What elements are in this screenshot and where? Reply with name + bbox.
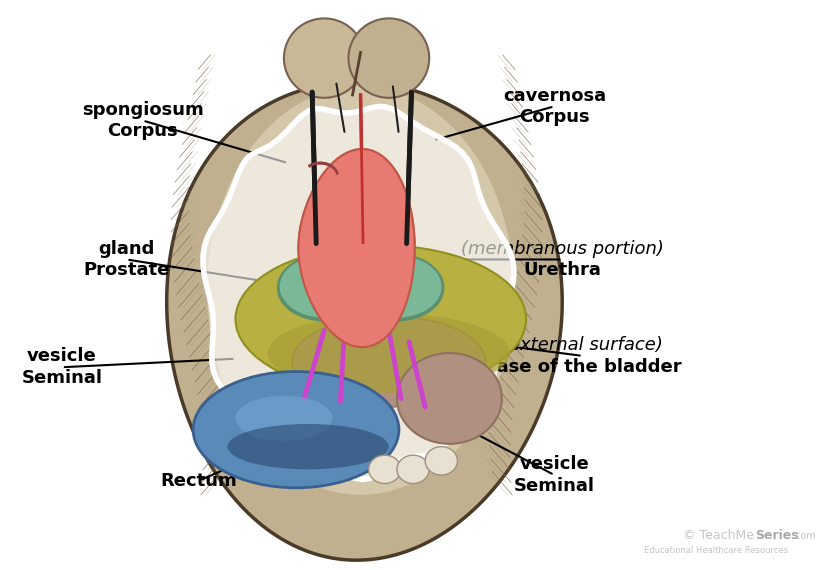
Text: vesicle: vesicle [27,348,97,365]
Text: gland: gland [99,240,154,258]
Ellipse shape [397,353,502,444]
Polygon shape [299,149,415,347]
Ellipse shape [193,372,399,488]
Ellipse shape [351,255,443,319]
Ellipse shape [397,455,429,483]
Ellipse shape [278,255,370,319]
Ellipse shape [236,396,333,441]
Text: Series: Series [755,529,799,542]
Ellipse shape [338,238,383,270]
Text: cavernosa: cavernosa [502,87,606,104]
Text: Corpus: Corpus [108,123,178,140]
Ellipse shape [268,314,510,393]
Text: Base of the bladder: Base of the bladder [484,358,682,376]
Polygon shape [167,82,562,560]
Text: (external surface): (external surface) [502,336,663,354]
Polygon shape [299,149,415,347]
Text: Prostate: Prostate [83,261,170,279]
Polygon shape [203,107,514,479]
Ellipse shape [284,18,365,98]
Text: Seminal: Seminal [514,477,595,495]
Ellipse shape [369,455,401,483]
Text: (membranous portion): (membranous portion) [461,240,664,258]
Ellipse shape [333,255,389,320]
Ellipse shape [425,447,457,475]
Text: spongiosum: spongiosum [82,101,204,119]
Text: © TeachMe: © TeachMe [683,529,754,542]
Text: Seminal: Seminal [21,369,103,387]
Text: Corpus: Corpus [519,108,589,126]
Ellipse shape [277,255,371,320]
Ellipse shape [351,255,443,320]
Text: Urethra: Urethra [524,261,601,279]
Ellipse shape [227,424,389,469]
Text: vesicle: vesicle [520,455,589,473]
Ellipse shape [292,316,486,407]
Ellipse shape [236,245,526,393]
Ellipse shape [338,241,383,269]
Text: Rectum: Rectum [161,472,237,490]
Ellipse shape [207,87,514,495]
Text: .com: .com [792,531,816,541]
Text: Educational Healthcare Resources: Educational Healthcare Resources [644,546,788,555]
Ellipse shape [348,18,429,98]
